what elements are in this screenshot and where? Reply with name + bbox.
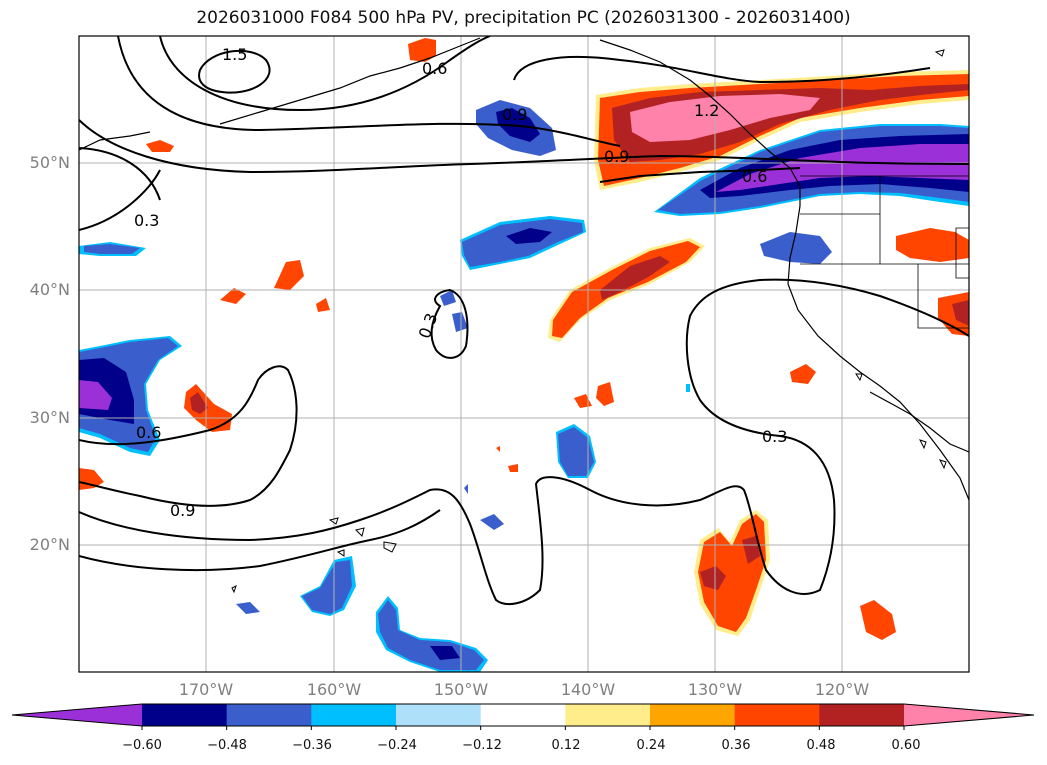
colorbar-extend-max <box>904 704 1034 726</box>
contour-label: 0.3 <box>134 211 159 230</box>
contour-label: 0.9 <box>170 501 195 520</box>
colorbar-tick-label: −0.12 <box>462 738 502 753</box>
contour-label: 0.6 <box>742 167 767 186</box>
colorbar <box>11 703 1035 730</box>
colorbar-segment <box>650 704 736 726</box>
colorbar-segment <box>226 704 312 726</box>
lon-label-170w: 170°W <box>178 680 234 699</box>
lon-label-140w: 140°W <box>560 680 616 699</box>
colorbar-segment <box>480 704 566 726</box>
colorbar-segment <box>565 704 651 726</box>
lon-label-120w: 120°W <box>814 680 870 699</box>
colorbar-segment <box>396 704 482 726</box>
lon-label-150w: 150°W <box>433 680 489 699</box>
colorbar-segment <box>819 704 905 726</box>
colorbar-tick-label: 0.24 <box>636 738 666 753</box>
pv-contours <box>79 36 969 606</box>
lat-label-20n: 20°N <box>29 535 70 554</box>
colorbar-tick-label: −0.48 <box>207 738 247 753</box>
colorbar-extend-min <box>12 704 142 726</box>
contour-label: 1.2 <box>694 101 719 120</box>
graticule <box>79 36 969 672</box>
colorbar-segment <box>142 704 228 726</box>
political-borders <box>800 175 969 329</box>
contour-label: 0.6 <box>422 59 447 78</box>
colorbar-segment <box>311 704 397 726</box>
lat-label-50n: 50°N <box>29 153 70 172</box>
colorbar-tick-label: −0.24 <box>377 738 417 753</box>
islands <box>231 49 947 594</box>
contour-label: 0.6 <box>136 423 161 442</box>
contour-labels: 1.5 0.6 0.9 1.2 0.9 0.6 0.3 0.3 0.3 0.6 … <box>134 45 787 520</box>
contour-label: 0.9 <box>604 147 629 166</box>
lon-label-130w: 130°W <box>687 680 743 699</box>
contour-label: 0.3 <box>762 427 787 446</box>
colorbar-tick-label: 0.12 <box>551 738 581 753</box>
colorbar-segment <box>734 704 820 726</box>
contour-label: 1.5 <box>222 45 247 64</box>
map-title: 2026031000 F084 500 hPa PV, precipitatio… <box>196 8 851 28</box>
precip-negative-shading <box>79 100 969 672</box>
colorbar-tick-label: 0.60 <box>891 738 921 753</box>
colorbar-tick-label: −0.60 <box>122 738 162 753</box>
lat-label-40n: 40°N <box>29 280 70 299</box>
lon-label-160w: 160°W <box>306 680 362 699</box>
contour-label: 0.9 <box>502 105 527 124</box>
lat-label-30n: 30°N <box>29 408 70 427</box>
colorbar-tick-label: 0.48 <box>806 738 836 753</box>
colorbar-tick-label: 0.36 <box>721 738 751 753</box>
colorbar-tick-label: −0.36 <box>292 738 332 753</box>
